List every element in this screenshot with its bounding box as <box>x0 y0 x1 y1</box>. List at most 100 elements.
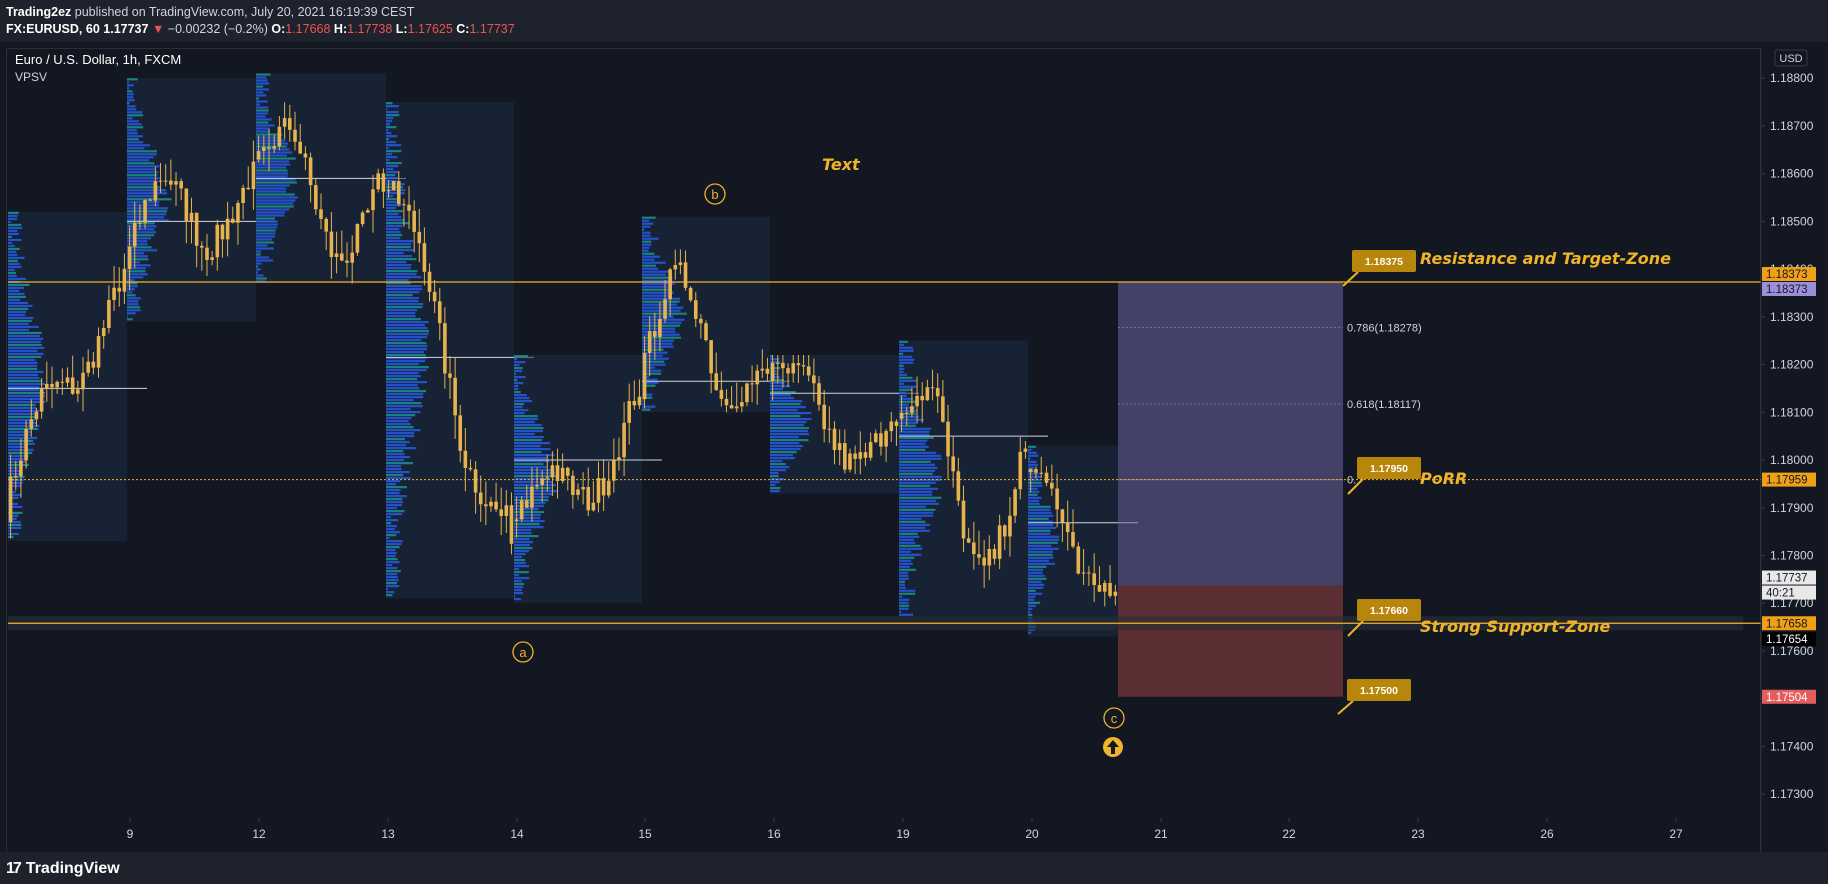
wave-point-circle[interactable] <box>704 183 726 205</box>
candle-body <box>132 222 137 247</box>
volume-bar <box>386 504 403 507</box>
candle-body <box>148 199 153 201</box>
symbol-label[interactable]: FX:EURUSD, 60 <box>6 22 100 36</box>
volume-bar <box>8 220 11 224</box>
callout-box[interactable] <box>1357 457 1421 479</box>
candle-body <box>288 118 292 130</box>
candle-body <box>977 554 981 558</box>
callout-box[interactable] <box>1352 250 1416 272</box>
volume-bar <box>386 420 409 423</box>
volume-bar <box>386 501 404 504</box>
volume-bar <box>386 162 402 165</box>
volume-bar <box>8 400 46 404</box>
volume-bar <box>8 238 22 242</box>
volume-bar <box>386 456 410 459</box>
volume-bar <box>386 198 397 201</box>
volume-bar <box>386 114 400 117</box>
volume-bar <box>127 147 145 150</box>
candle-body <box>879 433 883 447</box>
volume-bar <box>256 100 268 103</box>
callout-box[interactable] <box>1347 679 1411 701</box>
volume-bar <box>642 300 680 303</box>
volume-bar <box>127 189 167 192</box>
price-label-level <box>1762 616 1816 631</box>
volume-bar <box>386 261 407 264</box>
wave-point-circle[interactable] <box>512 641 534 663</box>
volume-bar <box>514 502 546 505</box>
currency-box[interactable] <box>1774 49 1808 67</box>
annotation-text[interactable]: PoRR <box>1420 469 1467 488</box>
volume-bar <box>642 261 666 264</box>
volume-bar <box>8 529 10 533</box>
volume-bar <box>127 102 130 105</box>
annotation-text[interactable]: Text <box>822 155 861 174</box>
wave-point-circle[interactable] <box>1103 707 1125 729</box>
volume-bar <box>256 190 287 193</box>
currency-label: USD <box>1779 53 1802 65</box>
volume-bar <box>899 607 909 610</box>
volume-bar <box>256 118 272 121</box>
volume-bar <box>386 348 428 351</box>
volume-profile-layer <box>8 73 1138 637</box>
candle-body <box>617 457 621 461</box>
candle-body <box>1034 469 1038 473</box>
candle-body <box>350 252 354 263</box>
candle-body <box>781 362 785 369</box>
publisher-name[interactable]: Trading2ez <box>6 5 72 19</box>
annotation-text[interactable]: Strong Support-Zone <box>1420 617 1610 636</box>
volume-bar <box>8 361 38 365</box>
candle-body <box>858 452 863 459</box>
candle-body <box>402 204 406 206</box>
candle-body <box>1013 489 1017 516</box>
candle-body <box>210 257 214 260</box>
volume-bar <box>514 595 515 598</box>
indicator-name[interactable]: VPSV <box>15 70 47 84</box>
stop-zone[interactable] <box>1118 585 1343 697</box>
candle-body <box>550 465 555 478</box>
volume-bar <box>1028 460 1037 463</box>
candle-body <box>34 411 39 420</box>
candle-body <box>987 548 992 566</box>
volume-bar <box>770 403 801 406</box>
volume-bar <box>8 223 22 227</box>
candle-body <box>647 331 652 353</box>
volume-bar <box>386 321 429 324</box>
volume-bar <box>899 361 914 364</box>
volume-bar <box>256 259 274 262</box>
candle-body <box>663 299 667 319</box>
volume-bar <box>1028 550 1053 553</box>
candle-body <box>127 246 132 269</box>
volume-bar <box>256 73 271 76</box>
y-tick-label: 1.17300 <box>1770 787 1814 801</box>
volume-bar <box>8 364 38 368</box>
volume-bar <box>127 186 160 189</box>
annotation-text[interactable]: Resistance and Target-Zone <box>1420 249 1671 268</box>
candle-body <box>750 383 754 385</box>
volume-bar <box>514 526 544 529</box>
volume-bar <box>386 294 413 297</box>
volume-bar <box>1028 631 1032 634</box>
volume-bar <box>386 405 423 408</box>
volume-bar <box>514 430 543 433</box>
target-zone[interactable] <box>1118 281 1343 586</box>
candle-body <box>1050 482 1054 489</box>
volume-bar <box>386 483 397 486</box>
volume-bar <box>8 511 23 515</box>
volume-bar <box>1028 535 1060 538</box>
volume-bar <box>899 454 941 457</box>
volume-bar <box>256 106 269 109</box>
volume-bar <box>1028 517 1049 520</box>
volume-bar <box>514 568 520 571</box>
volume-bar <box>1028 562 1056 565</box>
wave-point-label: b <box>711 187 718 202</box>
callout-box[interactable] <box>1357 599 1421 621</box>
volume-bar <box>899 604 910 607</box>
volume-bar <box>386 306 423 309</box>
tradingview-brand[interactable]: 17 TradingView <box>6 860 120 878</box>
candle-body <box>96 336 101 368</box>
high-label: H: <box>333 22 348 36</box>
candle-body <box>169 180 173 185</box>
price-label-level <box>1762 266 1816 281</box>
volume-bar <box>899 466 938 469</box>
